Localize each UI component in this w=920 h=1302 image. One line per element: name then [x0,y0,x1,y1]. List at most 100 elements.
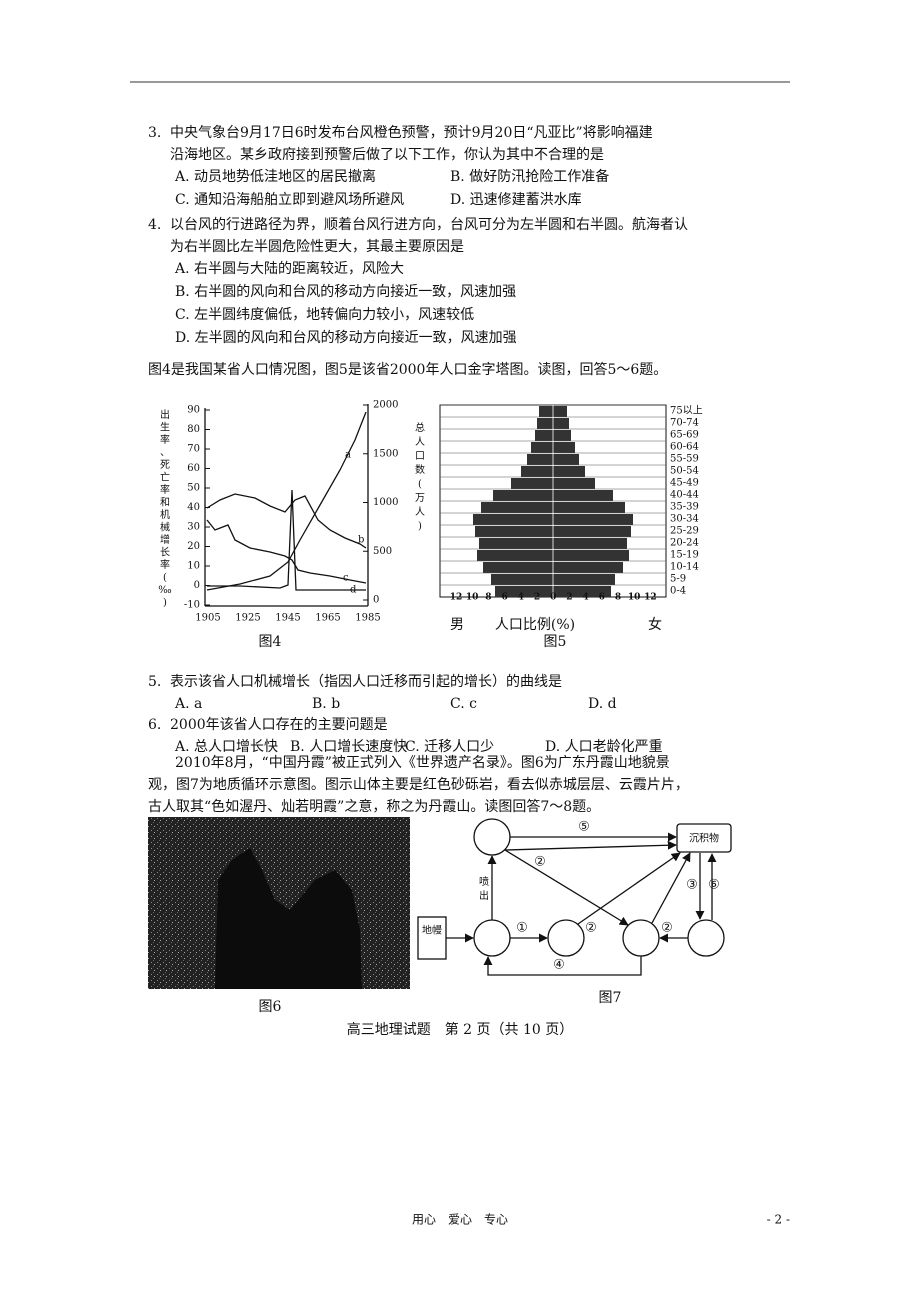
question-number: 3. [148,125,161,141]
age-label: 65-69 [670,430,699,441]
axis-label: 人口比例(%) [495,617,575,633]
y2-tick-label: 2000 [373,400,398,411]
y-tick-label: -10 [184,600,200,611]
question-text: 沿海地区。某乡政府接到预警后做了以下工作，你认为其中不合理的是 [170,146,604,163]
edge-label: ② [534,855,546,870]
option: C. c [450,696,477,712]
y-tick-label: 0 [194,580,200,591]
x-tick-label: 1945 [275,613,300,624]
x-tick-label: 10 [466,593,479,603]
option: D. 左半圆的风向和台风的移动方向接近一致，风速加强 [175,329,517,346]
x-tick-label: 4 [582,593,588,603]
y-tick-label: 70 [187,444,200,455]
age-label: 30-34 [670,514,699,525]
y-tick-label: 90 [187,405,200,416]
age-label: 15-19 [670,550,699,561]
edge-label: ⑤ [578,820,590,835]
curve-label: a [345,450,351,461]
x-tick-label: 1965 [315,613,340,624]
question-number: 4. [148,217,161,233]
curve-a [206,411,367,591]
option: A. 动员地势低洼地区的居民撤离 [174,168,376,185]
y-axis-label: 出生率、死亡率和机械增长率(‰) [158,408,171,609]
option: D. d [588,696,617,712]
option: C. 左半圆纬度偏低，地转偏向力较小，风速较低 [175,307,474,323]
x-tick-label: 8 [485,593,491,603]
option: D. 迅速修建蓄洪水库 [450,192,582,208]
x-tick-label: 2 [566,593,572,603]
figure-caption: 图5 [544,634,567,650]
edge-label: ② [585,921,597,936]
age-label: 5-9 [670,574,686,585]
edge-label: ① [516,921,528,936]
x-tick-label: 4 [518,593,524,603]
y2-tick-label: 500 [373,546,392,557]
option: D. 人口老龄化严重 [545,739,663,755]
node-label: 沉积物 [689,832,719,845]
x-tick-label: 6 [599,593,605,603]
page-footer: 用心 爱心 专心 [412,1212,508,1227]
option: C. 迁移人口少 [405,739,494,755]
question-text: 以台风的行进路径为界，顺着台风行进方向，台风可分为左半圆和右半圆。航海者认 [170,217,688,233]
question-number: 6. [148,717,161,733]
edge-label: 喷出 [479,876,489,902]
age-label: 35-39 [670,502,699,513]
x-tick-label: 6 [501,593,507,603]
intro-text: 观，图7为地质循环示意图。图示山体主要是红色砂砾岩，看去似赤城层层、云霞片片， [148,776,689,793]
option: C. 通知沿海船舶立即到避风场所避风 [175,191,404,208]
figure-caption: 图4 [259,634,282,650]
y2-tick-label: 1000 [373,497,398,508]
question-text: 表示该省人口机械增长（指因人口迁移而引起的增长）的曲线是 [170,674,562,690]
curve-c [206,519,367,584]
y2-tick-label: 0 [373,595,379,606]
page-number: - 2 - [767,1213,790,1227]
question-number: 5. [148,674,161,690]
option: A. a [174,696,202,712]
figure7 [417,818,732,976]
age-label: 10-14 [670,562,699,573]
axis-label: 女 [648,616,662,633]
age-label: 40-44 [670,490,699,501]
y-tick-label: 50 [187,483,200,494]
edge-label: ④ [553,958,565,973]
curve-label: b [358,535,364,546]
option: B. 右半圆的风向和台风的移动方向接近一致，风速加强 [175,283,516,300]
y-tick-label: 80 [187,424,200,435]
figure-caption: 图6 [259,999,282,1015]
age-label: 70-74 [670,418,699,429]
age-label: 50-54 [670,466,699,477]
intro-text: 古人取其“色如渥丹、灿若明霞”之意，称之为丹霞山。读图回答7～8题。 [148,798,600,815]
x-tick-label: 0 [550,593,556,603]
figure4 [204,404,369,607]
footer: 高三地理试题 第 2 页（共 10 页） [347,1021,574,1038]
curve-d [207,489,366,591]
y-tick-label: 20 [187,541,200,552]
edge-label: ⑥ [708,878,720,893]
figure6-photo [148,817,410,989]
intro-text: 图4是我国某省人口情况图，图5是该省2000年人口金字塔图。读图，回答5～6题。 [148,361,667,378]
question-text: 中央气象台9月17日6时发布台风橙色预警，预计9月20日“凡亚比”将影响福建 [170,124,653,141]
age-label: 25-29 [670,526,699,537]
x-tick-label: 10 [628,593,641,603]
intro-text: 2010年8月，“中国丹霞”被正式列入《世界遗产名录》。图6为广东丹霞山地貌景 [175,755,670,771]
x-tick-label: 2 [534,593,540,603]
curve-label: d [350,585,357,596]
age-label: 45-49 [670,478,699,489]
y2-tick-label: 1500 [373,448,398,459]
x-tick-label: 1985 [355,613,380,624]
edge-label: ③ [686,878,698,893]
question-text: 为右半圆比左半圆危险性更大，其最主要原因是 [170,239,464,255]
y-tick-label: 30 [187,522,200,533]
y-tick-label: 60 [187,463,200,474]
y-tick-label: 40 [187,502,200,513]
edge-label: ② [661,921,673,936]
y2-axis-label: 总人口数(万人) [415,421,425,532]
axis-label: 男 [450,617,464,633]
curve-b [206,493,367,549]
option: A. 右半圆与大陆的距离较近，风险大 [174,260,404,277]
age-label: 60-64 [670,442,699,453]
x-tick-label: 12 [450,593,463,603]
figure-caption: 图7 [599,990,622,1006]
y-tick-label: 10 [187,561,200,572]
